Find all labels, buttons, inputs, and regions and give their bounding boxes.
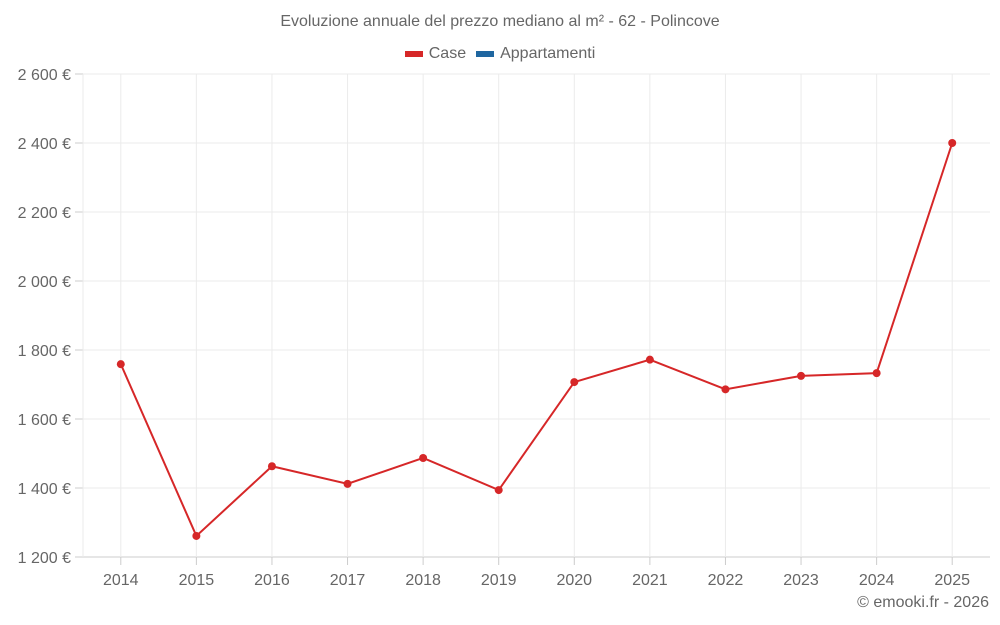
data-point	[267, 462, 276, 471]
data-point	[797, 371, 806, 380]
legend-label-appartamenti: Appartamenti	[500, 45, 596, 62]
legend-label-case: Case	[428, 45, 467, 62]
y-tick-label: 2 400 €	[18, 136, 71, 153]
x-tick-label: 2015	[179, 572, 215, 589]
x-tick-label: 2014	[103, 572, 139, 589]
y-tick-label: 1 600 €	[18, 412, 71, 429]
x-tick-label: 2019	[481, 572, 517, 589]
x-tick-label: 2022	[708, 572, 744, 589]
credit-text: © emooki.fr - 2026	[857, 594, 989, 611]
data-point	[192, 531, 201, 540]
legend-item-case[interactable]: Case	[404, 45, 467, 63]
data-point	[419, 453, 428, 462]
data-point	[948, 139, 957, 147]
y-tick-label: 2 600 €	[18, 67, 71, 84]
data-point	[721, 385, 730, 394]
x-tick-label: 2020	[556, 572, 592, 589]
legend-swatch-appartamenti	[476, 51, 495, 57]
data-point	[116, 360, 125, 369]
x-tick-label: 2023	[783, 572, 819, 589]
y-tick-label: 1 800 €	[18, 343, 71, 360]
series-line-case	[119, 142, 954, 538]
x-tick-label: 2018	[405, 572, 441, 589]
chart-legend: Case Appartamenti	[0, 45, 1000, 63]
y-tick-label: 2 000 €	[18, 274, 71, 291]
x-tick-label: 2024	[859, 572, 895, 589]
data-point	[872, 369, 881, 378]
x-tick-label: 2016	[254, 572, 290, 589]
legend-item-appartamenti[interactable]: Appartamenti	[476, 45, 595, 63]
y-tick-label: 2 200 €	[18, 205, 71, 222]
x-tick-label: 2017	[330, 572, 366, 589]
data-point	[343, 479, 352, 488]
x-tick-label: 2021	[632, 572, 668, 589]
data-point	[570, 378, 579, 387]
x-tick-label: 2025	[934, 572, 970, 589]
data-point	[645, 355, 654, 364]
legend-swatch-case	[404, 51, 423, 57]
chart-title: Evoluzione annuale del prezzo mediano al…	[280, 13, 720, 30]
y-tick-label: 1 200 €	[18, 550, 71, 567]
y-tick-label: 1 400 €	[18, 481, 71, 498]
data-point	[494, 486, 503, 495]
